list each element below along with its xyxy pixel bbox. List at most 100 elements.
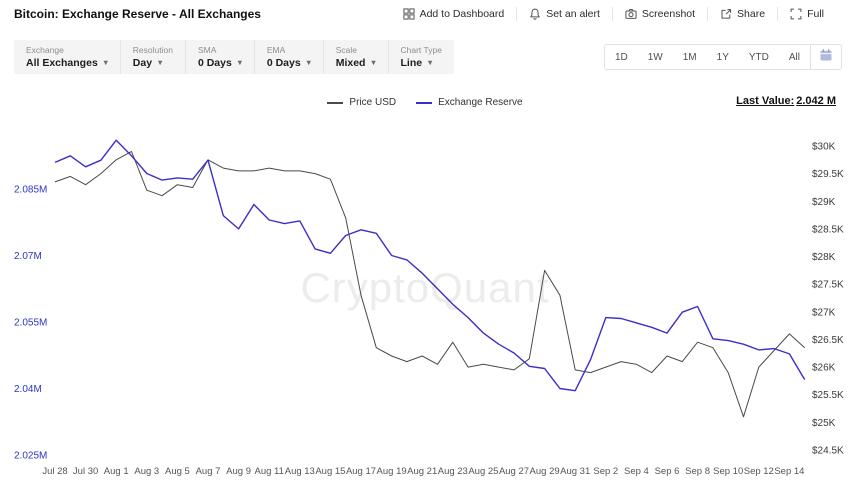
x-axis-label: Jul 30: [73, 466, 98, 477]
last-value[interactable]: Last Value: 2.042 M: [734, 95, 836, 107]
x-axis-label: Aug 5: [165, 466, 190, 477]
dropdown-value: Mixed: [335, 57, 366, 69]
x-axis-label: Aug 11: [254, 466, 283, 477]
chart-legend: Price USD Exchange Reserve: [0, 97, 850, 108]
resolution-dropdown[interactable]: Resolution Day ▾: [121, 40, 186, 74]
x-axis-label: Sep 10: [713, 466, 743, 477]
left-axis-label: 2.07M: [14, 251, 42, 262]
chart-canvas[interactable]: 2.085M 2.07M 2.055M 2.04M 2.025M $30K $29.5K $2…: [0, 112, 850, 488]
dropdown-label: Resolution: [132, 45, 173, 55]
right-axis-label: $25.5K: [812, 390, 844, 401]
header-bar: Bitcoin: Exchange Reserve - All Exchange…: [0, 0, 850, 28]
calendar-button[interactable]: [810, 45, 841, 69]
price-usd-swatch: [327, 101, 344, 104]
timerange-1m-button[interactable]: 1M: [682, 51, 697, 63]
timerange-1d-button[interactable]: 1D: [614, 51, 628, 63]
right-axis-label: $27.5K: [812, 280, 844, 291]
exchange-dropdown[interactable]: Exchange All Exchanges ▾: [14, 40, 121, 74]
exchange-reserve-swatch: [416, 101, 433, 104]
x-axis-label: Aug 21: [407, 466, 437, 477]
x-axis-label: Aug 27: [499, 466, 529, 477]
timerange-1y-button[interactable]: 1Y: [716, 51, 729, 63]
x-axis-label: Aug 17: [346, 466, 376, 477]
x-axis-label: Aug 7: [196, 466, 221, 477]
x-axis-label: Aug 3: [134, 466, 159, 477]
x-axis-label: Aug 29: [530, 466, 560, 477]
chevron-down-icon: ▾: [237, 58, 242, 67]
right-axis-label: $25K: [812, 418, 836, 429]
x-axis-label: Sep 8: [685, 466, 710, 477]
chart-type-dropdown[interactable]: Chart Type Line ▾: [389, 40, 454, 74]
last-value-label: Last Value:: [736, 95, 795, 107]
timerange-selector: 1D 1W 1M 1Y YTD All: [603, 44, 842, 70]
right-axis-label: $28.5K: [812, 224, 844, 235]
chevron-down-icon: ▾: [428, 58, 433, 67]
share-icon: [720, 8, 732, 20]
chevron-down-icon: ▾: [103, 58, 108, 67]
legend-label: Price USD: [349, 97, 397, 108]
x-axis-label: Aug 25: [468, 466, 498, 477]
legend-item-price-usd[interactable]: Price USD: [327, 97, 396, 108]
fullscreen-button[interactable]: Full: [778, 8, 836, 20]
x-axis-label: Sep 14: [774, 466, 804, 477]
dropdown-value: 0 Days: [197, 57, 232, 69]
dropdown-value: Line: [400, 57, 423, 69]
right-axis-label: $29K: [812, 197, 836, 208]
x-axis-label: Aug 23: [438, 466, 468, 477]
dropdown-label: SMA: [197, 45, 217, 55]
chevron-down-icon: ▾: [371, 58, 376, 67]
legend-label: Exchange Reserve: [438, 97, 523, 108]
x-axis-label: Aug 1: [104, 466, 129, 477]
timerange-ytd-button[interactable]: YTD: [748, 51, 769, 63]
chevron-down-icon: ▾: [306, 58, 311, 67]
left-axis-label: 2.085M: [14, 185, 47, 196]
dropdown-label: Chart Type: [400, 45, 442, 55]
right-axis-label: $28K: [812, 252, 836, 263]
chevron-down-icon: ▾: [158, 58, 163, 67]
left-axis-label: 2.055M: [14, 318, 47, 329]
dropdown-value: All Exchanges: [26, 57, 98, 69]
set-an-alert-button[interactable]: Set an alert: [517, 8, 612, 20]
calendar-icon: [819, 48, 833, 67]
page-title: Bitcoin: Exchange Reserve - All Exchange…: [14, 7, 261, 21]
left-axis-label: 2.025M: [14, 451, 47, 462]
x-axis-label: Sep 12: [744, 466, 774, 477]
bell-icon: [529, 8, 541, 20]
dashboard-icon: [402, 8, 415, 20]
right-axis-label: $27K: [812, 307, 836, 318]
sma-dropdown[interactable]: SMA 0 Days ▾: [186, 40, 255, 74]
divider: [707, 7, 709, 21]
timerange-1w-button[interactable]: 1W: [647, 51, 663, 63]
screenshot-button[interactable]: Screenshot: [613, 8, 707, 20]
header-actions: Add to Dashboard Set an alert: [391, 7, 836, 21]
fullscreen-icon: [790, 8, 802, 20]
camera-icon: [625, 8, 637, 20]
x-axis-label: Aug 9: [226, 466, 251, 477]
legend-item-exchange-reserve[interactable]: Exchange Reserve: [416, 97, 523, 108]
dropdown-label: EMA: [266, 45, 286, 55]
ema-dropdown[interactable]: EMA 0 Days ▾: [255, 40, 324, 74]
dropdown-value: 0 Days: [266, 57, 301, 69]
dropdown-label: Scale: [335, 45, 357, 55]
x-axis-label: Aug 15: [315, 466, 345, 477]
left-axis-label: 2.04M: [14, 384, 42, 395]
exchange-reserve-line: [54, 139, 806, 392]
right-axis-label: $30K: [812, 142, 836, 153]
watermark: CryptoQuant: [300, 264, 550, 311]
price-usd-line: [54, 151, 806, 418]
action-label: Add to Dashboard: [419, 8, 505, 20]
last-value-number: 2.042 M: [796, 95, 836, 107]
divider: [516, 7, 518, 21]
action-label: Set an alert: [546, 8, 600, 20]
x-axis-label: Jul 28: [42, 466, 67, 477]
x-axis-label: Aug 19: [377, 466, 407, 477]
dropdown-label: Exchange: [26, 45, 64, 55]
right-axis-label: $26.5K: [812, 335, 844, 346]
add-to-dashboard-button[interactable]: Add to Dashboard: [391, 8, 517, 20]
timerange-all-button[interactable]: All: [788, 51, 800, 63]
scale-dropdown[interactable]: Scale Mixed ▾: [324, 40, 389, 74]
divider: [611, 7, 613, 21]
share-button[interactable]: Share: [708, 8, 777, 20]
action-label: Share: [737, 8, 766, 20]
